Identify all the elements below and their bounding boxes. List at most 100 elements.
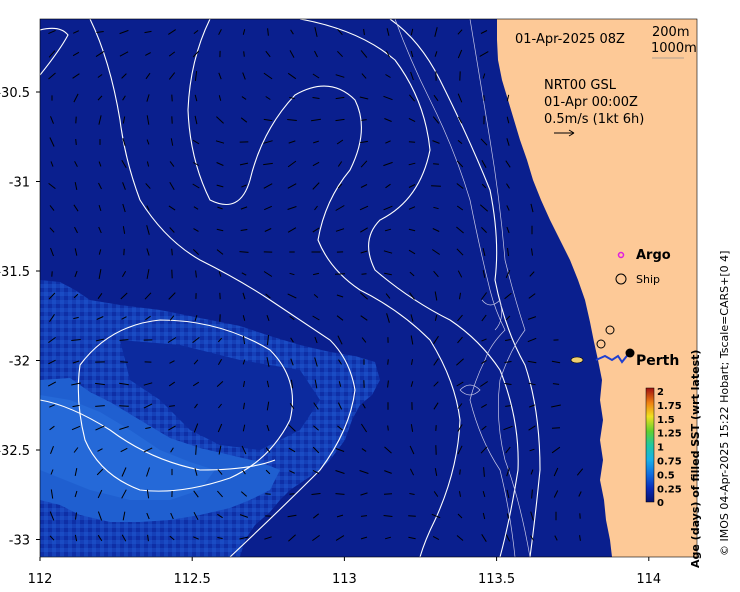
current-vector xyxy=(482,247,486,257)
current-vector xyxy=(409,493,415,495)
current-vector xyxy=(241,272,247,276)
current-vector xyxy=(73,93,79,103)
current-vector xyxy=(337,402,343,410)
current-vector xyxy=(167,337,177,343)
current-vector xyxy=(98,269,102,279)
current-vector xyxy=(48,29,56,35)
current-vector xyxy=(505,405,511,407)
current-vector xyxy=(410,71,414,81)
current-vector xyxy=(120,447,128,453)
current-vector xyxy=(384,118,392,122)
current-vector xyxy=(218,72,222,80)
current-vector xyxy=(145,183,151,189)
current-vector xyxy=(241,445,247,455)
current-vector xyxy=(480,138,488,146)
current-vector xyxy=(408,515,416,517)
current-vector xyxy=(433,206,439,210)
current-vector xyxy=(433,94,439,102)
current-vector xyxy=(263,118,273,122)
current-vector xyxy=(360,536,368,540)
current-vector xyxy=(122,116,126,124)
current-vector xyxy=(506,138,510,146)
current-vector xyxy=(74,248,78,256)
current-vector xyxy=(408,117,416,123)
current-vector xyxy=(194,403,198,409)
current-vector xyxy=(459,292,461,300)
current-vector xyxy=(287,293,297,299)
current-vector xyxy=(505,446,511,454)
current-vector xyxy=(312,161,320,167)
current-vector xyxy=(121,489,127,499)
current-vector xyxy=(146,205,150,211)
current-vector xyxy=(456,205,464,211)
city-label-perth: Perth xyxy=(636,353,679,369)
current-vector xyxy=(384,536,392,540)
current-vector xyxy=(71,339,81,341)
current-vector xyxy=(530,535,534,541)
current-vector xyxy=(290,337,294,343)
colorbar-tick-label: 1 xyxy=(657,443,664,454)
current-vector xyxy=(335,470,345,474)
current-vector xyxy=(551,446,561,454)
current-vector xyxy=(384,228,392,232)
current-vector xyxy=(50,489,54,499)
current-vector xyxy=(456,226,464,234)
current-vector xyxy=(265,469,271,475)
current-vector xyxy=(361,448,367,452)
current-vector xyxy=(48,359,56,365)
current-vector xyxy=(456,381,464,387)
current-vector xyxy=(360,492,368,496)
current-vector xyxy=(383,161,393,167)
current-vector xyxy=(360,227,368,233)
current-vector xyxy=(239,514,249,518)
current-vector xyxy=(335,535,345,541)
current-vector xyxy=(314,357,318,367)
current-vector xyxy=(551,427,561,429)
current-vector xyxy=(457,336,463,344)
colorbar-tick-label: 1.25 xyxy=(657,429,682,440)
current-vector xyxy=(74,534,78,542)
current-time-label: 01-Apr 00:00Z xyxy=(544,95,638,110)
current-vector xyxy=(168,205,176,211)
current-vector xyxy=(243,402,245,410)
current-vector xyxy=(287,119,297,121)
current-vector xyxy=(337,335,343,345)
current-vector xyxy=(192,50,200,58)
current-vector xyxy=(287,183,297,189)
current-vector xyxy=(481,160,487,168)
current-vector xyxy=(335,96,345,100)
current-vector xyxy=(122,95,126,101)
current-vector xyxy=(480,446,488,454)
current-vector xyxy=(146,467,150,477)
colorbar-tick-label: 0 xyxy=(657,498,664,509)
current-vector xyxy=(554,535,558,541)
current-vector xyxy=(434,315,438,321)
current-vector xyxy=(506,467,510,477)
current-vector xyxy=(169,360,175,364)
current-vector xyxy=(265,96,271,100)
current-vector xyxy=(312,182,320,190)
current-vector xyxy=(121,467,127,477)
current-vector xyxy=(481,425,487,431)
current-vector xyxy=(50,247,54,257)
current-vector xyxy=(266,401,270,411)
current-vector xyxy=(456,160,464,168)
current-vector xyxy=(218,445,222,455)
current-vector xyxy=(266,380,270,388)
current-vector xyxy=(218,95,222,101)
current-vector xyxy=(359,96,369,100)
current-vector xyxy=(312,97,320,99)
current-vector xyxy=(383,95,393,101)
current-vector xyxy=(456,183,464,189)
current-vector xyxy=(243,51,245,57)
current-vector xyxy=(433,402,439,410)
current-vector xyxy=(311,493,321,495)
current-vector xyxy=(408,184,416,188)
current-vector xyxy=(95,425,105,431)
current-vector xyxy=(193,162,199,166)
current-vector xyxy=(289,96,295,100)
current-vector xyxy=(531,248,533,256)
current-vector xyxy=(482,73,486,79)
current-vector xyxy=(193,206,199,210)
